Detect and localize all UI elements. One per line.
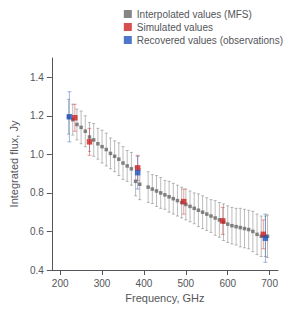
svg-text:300: 300 — [94, 278, 111, 289]
svg-text:0.4: 0.4 — [30, 265, 44, 276]
svg-text:Frequency, GHz: Frequency, GHz — [125, 292, 204, 304]
svg-text:1.0: 1.0 — [30, 149, 44, 160]
svg-text:1.2: 1.2 — [30, 110, 44, 121]
svg-text:600: 600 — [219, 278, 236, 289]
svg-text:1.4: 1.4 — [30, 72, 44, 83]
svg-text:500: 500 — [178, 278, 195, 289]
svg-text:Recovered values (observations: Recovered values (observations) — [137, 35, 283, 46]
svg-text:700: 700 — [261, 278, 278, 289]
svg-text:0.6: 0.6 — [30, 226, 44, 237]
svg-text:0.8: 0.8 — [30, 187, 44, 198]
svg-text:200: 200 — [52, 278, 69, 289]
svg-text:Simulated values: Simulated values — [137, 22, 213, 33]
svg-text:400: 400 — [136, 278, 153, 289]
svg-text:Interpolated values (MFS): Interpolated values (MFS) — [137, 9, 252, 20]
svg-text:Integrated flux, Jy: Integrated flux, Jy — [8, 120, 20, 207]
